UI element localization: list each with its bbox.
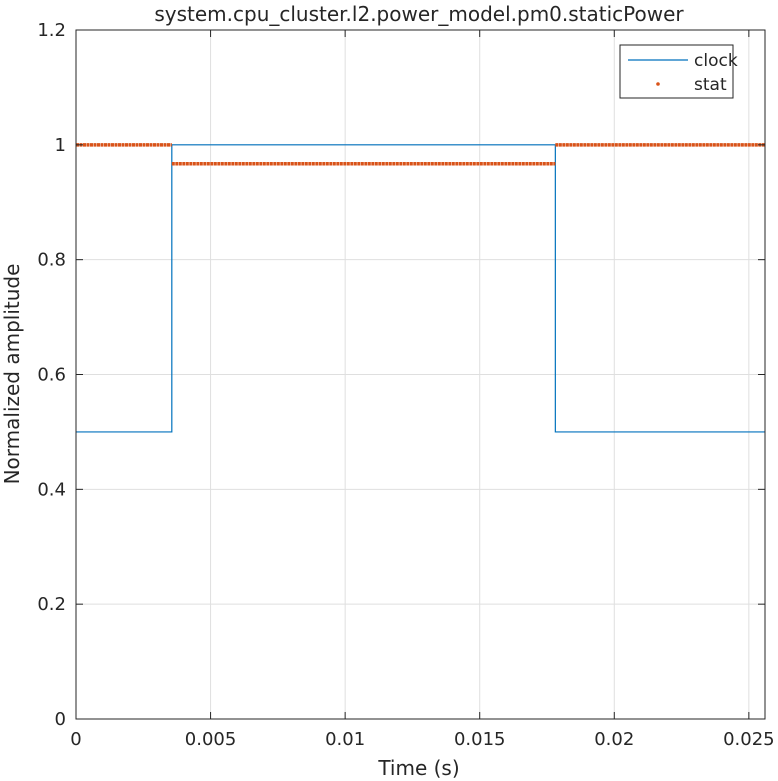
- chart-title: system.cpu_cluster.l2.power_model.pm0.st…: [154, 2, 684, 26]
- ticks: 0 0.005 0.01 0.015 0.02 0.025 0 0.2 0.4 0.6 0.8 1 1.…: [37, 20, 774, 750]
- y-tick-label: 0.6: [37, 365, 66, 386]
- legend-stat-swatch: [656, 82, 660, 86]
- legend: clock stat: [619, 44, 738, 99]
- y-tick-label: 0: [55, 709, 66, 730]
- x-tick-label: 0: [70, 729, 81, 750]
- y-tick-label: 0.4: [37, 479, 66, 500]
- plot-area: [76, 143, 765, 433]
- x-tick-label: 0.01: [325, 729, 365, 750]
- y-tick-label: 1: [55, 135, 66, 156]
- y-tick-label: 1.2: [37, 20, 66, 41]
- x-tick-label: 0.005: [185, 729, 237, 750]
- y-tick-label: 0.8: [37, 250, 66, 271]
- legend-clock-label: clock: [694, 51, 738, 71]
- y-axis-label: Normalized amplitude: [0, 264, 24, 485]
- grid: [75, 29, 765, 720]
- y-tick-label: 0.2: [37, 594, 66, 615]
- legend-stat-label: stat: [694, 75, 727, 95]
- series-clock-line: [76, 144, 765, 433]
- legend-box: [619, 44, 734, 99]
- x-tick-label: 0.02: [594, 729, 634, 750]
- x-tick-label: 0.025: [723, 729, 775, 750]
- x-axis-label: Time (s): [377, 756, 459, 780]
- x-tick-label: 0.015: [454, 729, 506, 750]
